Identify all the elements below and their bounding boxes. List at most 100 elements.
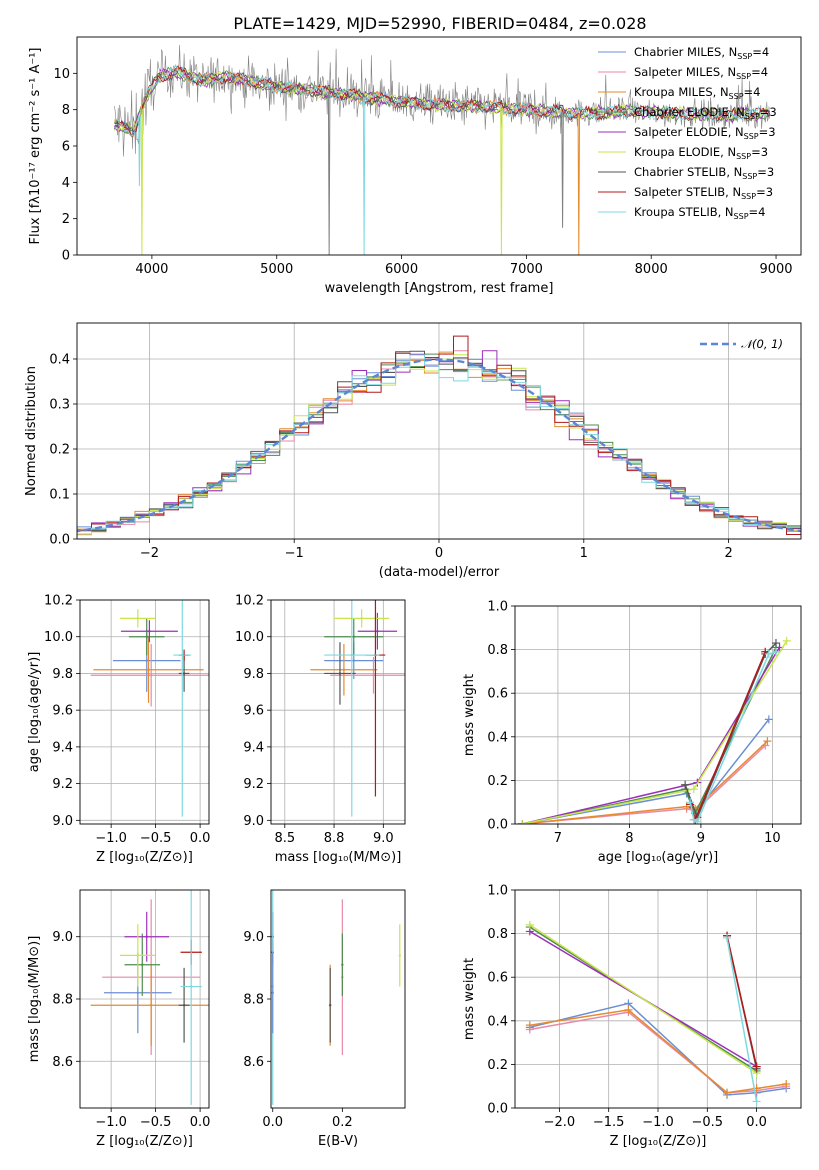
data-point [376,630,379,633]
mass-weight-line [684,642,777,820]
x-tick-label: 0.0 [190,1115,211,1130]
y-tick-label: 0.6 [487,971,508,986]
legend-entry-name: Salpeter STELIB, N [634,185,741,199]
legend-entry-name: Salpeter MILES, N [634,65,736,79]
mass-weight-marker [771,647,780,656]
y-tick-label: 9.2 [52,777,73,792]
data-point [141,963,144,966]
legend-entry-name: Kroupa ELODIE, N [634,145,736,159]
mass-weight-marker [689,785,698,794]
mass-weight-marker [681,780,690,789]
spectrum-dip-line [327,92,331,255]
mass-weight-line [522,740,768,824]
mass-weight-line [529,924,758,1074]
y-tick-label: 8.8 [243,993,264,1008]
x-tick-label: 8.8 [324,831,345,846]
y-tick-label: 8.8 [52,993,73,1008]
data-point [352,635,355,638]
data-point [328,1004,332,1007]
y-tick-label: 0.6 [487,687,508,702]
legend-entry-count: =4 [744,85,761,99]
y-tick-label: 0.0 [487,1102,508,1117]
y-tick-label: 9.0 [243,930,264,945]
y-tick-label: 9.6 [52,704,73,719]
y-tick-label: 9.4 [52,740,73,755]
y-tick-label: 9.0 [52,814,73,829]
plot-area [310,600,405,817]
y-tick-label: 10.0 [235,630,264,645]
data-point [148,630,151,633]
spectrum-dip-line [561,112,564,228]
mass-weight-marker [723,933,732,942]
legend-entry-subscript: SSP [744,132,759,141]
y-tick-label: 9.8 [243,667,264,682]
spectrum-dip-line [140,108,144,255]
axes-frame [270,889,406,1109]
mass-weight-marker [686,798,695,807]
y-tick-label: 10 [53,67,70,82]
x-tick-label: −0.5 [692,1115,724,1130]
plot-area [90,890,209,1105]
x-axis-label: Z [log₁₀(Z/Z⊙)] [96,850,193,865]
y-tick-label: 8 [62,103,70,118]
data-point [372,674,375,677]
data-point [182,1004,186,1007]
x-axis-label: E(B-V) [318,1134,358,1149]
x-axis-label: wavelength [Angstrom, rest frame] [325,281,554,296]
y-tick-label: 0.4 [49,353,70,368]
x-axis-label: Z [log₁₀(Z/Z⊙)] [96,1134,193,1149]
data-point [181,653,184,657]
x-tick-label: 7000 [510,262,543,277]
y-tick-label: 0.2 [49,443,70,458]
x-axis-label: (data-model)/error [379,565,500,580]
legend-entry-name: Kroupa STELIB, N [634,205,734,219]
y-tick-label: 0.0 [487,818,508,833]
legend-entry: Chabrier ELODIE, NSSP=3 [634,105,777,121]
y-tick-label: 0.3 [49,398,70,413]
legend-entry-subscript: SSP [736,152,751,161]
mass-weight-vs-metallicity-panel: −2.0 −1.5 −1.0 −0.5 0.0 0.0 0.2 0.4 0.6 0.8 1.0 Z [… [462,884,802,1149]
x-tick-label: 8 [625,831,633,846]
legend-entry-name: Chabrier ELODIE, N [634,105,745,119]
axes-frame [76,322,802,540]
x-tick-label: 10 [764,831,781,846]
legend-entry: Kroupa MILES, NSSP=4 [634,85,760,101]
y-tick-label: 8.6 [243,1055,264,1070]
normal-distribution-curve [77,358,801,533]
legend-entry: Kroupa ELODIE, NSSP=3 [634,145,768,161]
y-tick-label: 9.6 [243,704,264,719]
spectrum-dip-line [362,96,366,255]
legend-entry: Kroupa STELIB, NSSP=4 [634,205,765,221]
residuals-panel: −2 −1 0 1 2 0.0 0.1 0.2 0.3 0.4 (data-model)/error… [24,322,802,580]
x-tick-label: −0.5 [140,1115,172,1130]
legend-entry-count: =3 [759,125,776,139]
data-point [136,991,140,994]
plot-area [90,600,209,817]
legend-entry-subscript: SSP [729,92,744,101]
data-point [145,635,148,638]
x-tick-label: −1 [285,546,304,561]
x-tick-label: 4000 [135,262,168,277]
x-tick-label: −1.0 [642,1115,674,1130]
y-tick-label: 0.1 [49,488,70,503]
y-tick-label: 9.8 [52,667,73,682]
y-tick-label: 6 [62,140,70,155]
plot-area [271,890,401,1105]
mass-weight-marker [752,1062,761,1071]
x-axis-label: age [log₁₀(age/yr)] [598,850,719,865]
mass-weight-line [522,744,766,824]
data-point [341,963,344,966]
spectrum-dip-line [500,107,503,255]
y-tick-label: 9.0 [243,814,264,829]
spectrum-dip-line [577,113,581,255]
y-tick-label: 1.0 [487,600,508,615]
y-tick-label: 0.2 [487,1058,508,1073]
y-tick-label: 0.8 [487,927,508,942]
axes-frame [270,599,406,825]
x-tick-label: 6000 [385,262,418,277]
x-tick-label: 8000 [635,262,668,277]
y-tick-label: 0.0 [49,533,70,548]
legend-entry-count: =3 [757,165,774,179]
x-tick-label: 8.5 [274,831,295,846]
